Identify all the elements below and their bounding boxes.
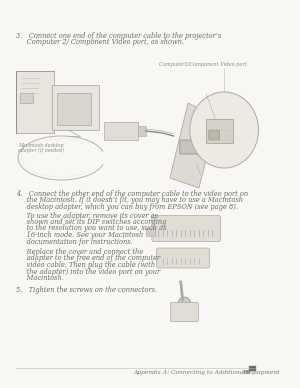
FancyBboxPatch shape: [206, 119, 233, 143]
FancyBboxPatch shape: [209, 130, 220, 140]
Text: the Macintosh. If it doesn’t fit, you may have to use a Macintosh: the Macintosh. If it doesn’t fit, you ma…: [16, 196, 243, 204]
FancyBboxPatch shape: [152, 215, 220, 241]
Text: shown and set its DIP switches according: shown and set its DIP switches according: [16, 218, 166, 226]
Text: to the resolution you want to use, such as: to the resolution you want to use, such …: [16, 225, 167, 232]
FancyBboxPatch shape: [104, 122, 138, 140]
Text: 16-inch mode. See your Macintosh: 16-inch mode. See your Macintosh: [16, 231, 143, 239]
Bar: [249, 366, 256, 371]
FancyBboxPatch shape: [16, 71, 54, 133]
Bar: [57, 93, 91, 125]
Bar: [20, 93, 32, 103]
Polygon shape: [170, 103, 217, 188]
Text: Computer 2/ Component Video port, as shown.: Computer 2/ Component Video port, as sho…: [16, 38, 184, 47]
Text: 89: 89: [242, 370, 251, 375]
Circle shape: [178, 297, 191, 311]
Text: Appendix A: Connecting to Additional Equipment: Appendix A: Connecting to Additional Equ…: [134, 370, 280, 375]
Bar: [138, 126, 146, 136]
Text: video cable. Then plug the cable (with: video cable. Then plug the cable (with: [16, 261, 155, 269]
Text: To use the adapter, remove its cover as: To use the adapter, remove its cover as: [16, 211, 158, 220]
Circle shape: [190, 92, 259, 168]
Text: adapter (if needed): adapter (if needed): [18, 148, 64, 153]
Text: Computer2/Component Video port: Computer2/Component Video port: [159, 62, 247, 67]
Text: desktop adapter, which you can buy from EPSON (see page 8).: desktop adapter, which you can buy from …: [16, 203, 238, 211]
Text: 3.   Connect one end of the computer cable to the projector’s: 3. Connect one end of the computer cable…: [16, 32, 221, 40]
Text: Macintosh.: Macintosh.: [16, 274, 64, 282]
Text: 5.   Tighten the screws on the connectors.: 5. Tighten the screws on the connectors.: [16, 286, 158, 294]
Text: Replace the cover and connect the: Replace the cover and connect the: [16, 248, 143, 256]
Text: 4.   Connect the other end of the computer cable to the video port on: 4. Connect the other end of the computer…: [16, 190, 248, 198]
Bar: [146, 227, 155, 236]
FancyBboxPatch shape: [180, 140, 198, 154]
FancyBboxPatch shape: [52, 85, 99, 130]
Text: adapter to the free end of the computer: adapter to the free end of the computer: [16, 255, 160, 263]
Text: the adapter) into the video port on your: the adapter) into the video port on your: [16, 267, 160, 275]
Text: documentation for instructions.: documentation for instructions.: [16, 237, 133, 246]
FancyBboxPatch shape: [170, 303, 198, 322]
FancyBboxPatch shape: [156, 248, 210, 268]
Text: Macintosh desktop: Macintosh desktop: [18, 143, 64, 148]
